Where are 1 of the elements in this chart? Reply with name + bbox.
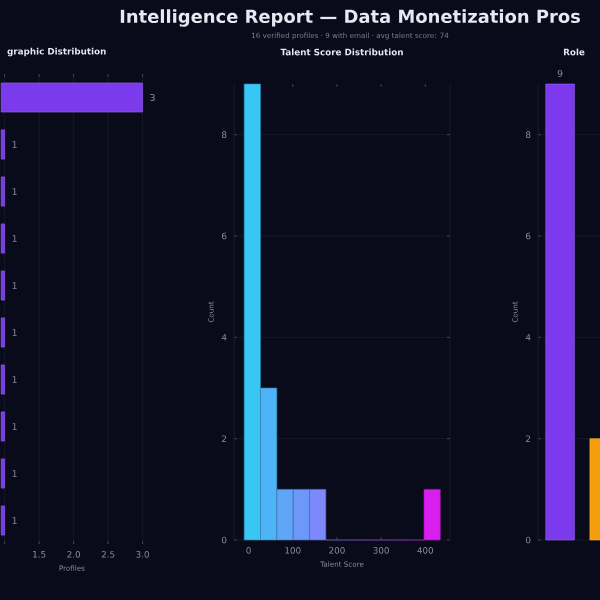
text: Intelligence Report — Data Monetization Pros (120, 9, 580, 27)
